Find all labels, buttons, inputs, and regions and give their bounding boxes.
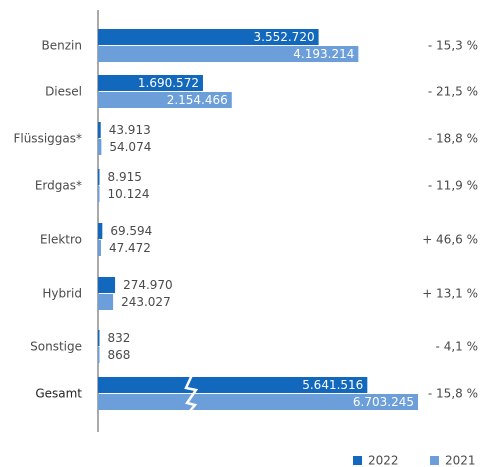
value-label: 10.124 [108, 187, 150, 201]
value-label: 1.690.572 [138, 76, 199, 90]
category-label: Sonstige [30, 340, 82, 354]
category-label: Hybrid [42, 287, 82, 301]
category-label: Diesel [45, 85, 82, 99]
labels: Benzin - 15,3 % 3.552.720 4.193.214 Diesel - … [13, 30, 478, 467]
value-label: 5.641.516 [302, 378, 363, 392]
bar [98, 169, 100, 185]
legend-swatch [353, 456, 362, 465]
bar [98, 46, 359, 62]
category-label: Benzin [42, 39, 82, 53]
value-label: 4.193.214 [293, 47, 354, 61]
legend-swatch [430, 456, 439, 465]
category-label: Erdgas* [35, 179, 82, 193]
legend-label: 2022 [368, 454, 399, 467]
change-label: - 15,8 % [428, 387, 478, 401]
change-label: - 21,5 % [428, 85, 478, 99]
value-label: 868 [108, 348, 131, 362]
legend-label: 2021 [445, 454, 476, 467]
bar [98, 240, 101, 256]
bar [98, 75, 203, 91]
value-label: 3.552.720 [254, 30, 315, 44]
bar [98, 347, 100, 363]
bar [98, 277, 116, 293]
change-label: - 18,8 % [428, 132, 478, 146]
bars [98, 29, 418, 410]
bar [98, 122, 101, 138]
bar [98, 394, 418, 410]
category-label: Flüssiggas* [13, 132, 82, 146]
value-label: 43.913 [109, 123, 151, 137]
change-label: - 15,3 % [428, 39, 478, 53]
value-label: 47.472 [109, 241, 151, 255]
bar [98, 223, 103, 239]
change-label: + 46,6 % [422, 233, 478, 247]
value-label: 6.703.245 [353, 395, 414, 409]
value-label: 54.074 [109, 140, 151, 154]
category-label: Elektro [40, 233, 82, 247]
category-label: Gesamt [35, 387, 82, 401]
bar [98, 377, 368, 393]
value-label: 8.915 [108, 170, 142, 184]
bar [98, 92, 232, 108]
bar [98, 139, 102, 155]
bar [98, 186, 100, 202]
value-label: 69.594 [110, 224, 152, 238]
change-label: + 13,1 % [422, 287, 478, 301]
axis-break [184, 374, 199, 412]
bar [98, 294, 114, 310]
value-label: 243.027 [121, 295, 171, 309]
value-label: 832 [108, 331, 131, 345]
change-label: - 4,1 % [436, 340, 478, 354]
value-label: 274.970 [123, 278, 173, 292]
bar [98, 330, 100, 346]
change-label: - 11,9 % [428, 179, 478, 193]
value-label: 2.154.466 [167, 93, 228, 107]
bar [98, 29, 319, 45]
